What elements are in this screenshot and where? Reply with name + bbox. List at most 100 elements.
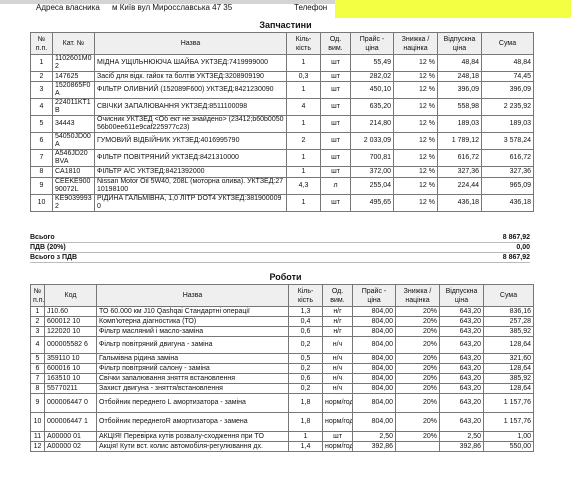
owner-address-label: Адреса власника <box>36 3 100 12</box>
works-title: Роботи <box>269 272 302 282</box>
cell-sale: 48,84 <box>437 54 482 72</box>
cell-n: 5 <box>30 115 53 133</box>
cell-price: 700,81 <box>350 149 394 167</box>
cell-n: 6 <box>30 132 53 150</box>
cell-price: 392,86 <box>352 441 396 452</box>
table-row: 3 1520865F0 A ФІЛЬТР ОЛИВНИЙ (152089F600) … <box>30 81 534 99</box>
cell-cat: KE9039993 2 <box>52 194 95 212</box>
cell-disc: 20% <box>395 412 440 432</box>
cell-sale: 643,20 <box>439 383 484 394</box>
cell-sale: 248,18 <box>437 71 482 82</box>
cell-name: Отбойник переднего L амортизатора - замі… <box>96 393 289 413</box>
parts-totals: Всього 8 867,92 ПДВ (20%) 0,00 Всього з ПД… <box>30 233 530 263</box>
cell-sale: 643,20 <box>439 363 484 374</box>
cell-qty: 1 <box>286 54 321 72</box>
table-row: 9 000006447 0 Отбойник переднего L амортиз… <box>30 393 534 413</box>
cell-disc: 12 % <box>393 132 438 150</box>
cell-name: Фільтр повітряний двигуна - заміна <box>96 336 289 354</box>
cell-price: 804,00 <box>352 373 396 384</box>
cell-cat: 600012 10 <box>44 316 97 327</box>
column-header: Сума <box>483 284 534 307</box>
cell-sum: 128,64 <box>483 336 534 354</box>
cell-name: Засіб для відк. гайок та болтів УКТЗЕД:3… <box>94 71 287 82</box>
cell-cat: 000006447 1 <box>44 412 97 432</box>
cell-name: Отбойник переднегоR амортизатора - замен… <box>96 412 289 432</box>
cell-sale: 392,86 <box>439 441 484 452</box>
total-value: 8 867,92 <box>502 234 530 241</box>
table-row: 6 54050JD00 A ГУМОВИЙ ВІДБІЙНИК УКТЗЕД:401… <box>30 132 534 150</box>
cell-name: МІДНА УЩІЛЬНЮЮЧА ШАЙБА УКТЗЕД:7419999000 <box>94 54 287 72</box>
cell-sum: 550,00 <box>483 441 534 452</box>
cell-unit: шт <box>320 115 351 133</box>
cell-n: 11 <box>30 431 45 442</box>
column-header: Кіль-кість <box>286 32 321 55</box>
column-header: Код <box>44 284 97 307</box>
cell-n: 7 <box>30 149 53 167</box>
cell-qty: 1 <box>286 166 321 178</box>
table-row: 10 KE9039993 2 РІДИНА ГАЛЬМІВНА, 1,0 ЛІТР … <box>30 194 534 212</box>
cell-qty: 0,2 <box>288 363 323 374</box>
cell-qty: 1 <box>286 81 321 99</box>
cell-cat: 1102601M0 2 <box>52 54 95 72</box>
cell-disc: 12 % <box>393 71 438 82</box>
cell-n: 3 <box>30 326 45 337</box>
cell-sum: 48,84 <box>481 54 534 72</box>
cell-n: 7 <box>30 373 45 384</box>
cell-sale: 643,20 <box>439 373 484 384</box>
cell-sum: 836,16 <box>483 306 534 317</box>
cell-unit: н/г <box>322 326 353 337</box>
cell-name: Гальмівна рідина заміна <box>96 353 289 364</box>
cell-cat: 224011KT1 B <box>52 98 95 116</box>
cell-cat: 000005582 6 <box>44 336 97 354</box>
cell-sale: 224,44 <box>437 177 482 195</box>
table-row: 5 359110 10 Гальмівна рідина заміна 0,5 н/ч 8… <box>30 353 534 364</box>
cell-n: 1 <box>30 54 53 72</box>
cell-qty: 1,3 <box>288 306 323 317</box>
cell-sum: 1 157,76 <box>483 393 534 413</box>
cell-disc: 12 % <box>393 177 438 195</box>
cell-unit: л <box>320 177 351 195</box>
cell-cat: J10.60 <box>44 306 97 317</box>
cell-sum: 385,92 <box>483 326 534 337</box>
cell-disc: 20% <box>395 393 440 413</box>
cell-price: 804,00 <box>352 353 396 364</box>
works-table: № п.п. Код Назва Кіль-кість Од. вим. Прайс - … <box>30 284 534 452</box>
cell-disc: 12 % <box>393 149 438 167</box>
cell-sum: 189,03 <box>481 115 534 133</box>
highlight-mark <box>335 0 571 18</box>
table-row: 4 224011KT1 B СВІЧКИ ЗАПАЛЮВАННЯ УКТЗЕД:85… <box>30 98 534 116</box>
column-header: № п.п. <box>30 284 45 307</box>
column-header: Прайс - ціна <box>350 32 394 55</box>
cell-n: 10 <box>30 194 53 212</box>
cell-name: Захист двигуна - зняття/встановлення <box>96 383 289 394</box>
cell-qty: 1,4 <box>288 441 323 452</box>
cell-disc: 12 % <box>393 98 438 116</box>
cell-price: 372,00 <box>350 166 394 178</box>
cell-sum: 436,18 <box>481 194 534 212</box>
table-row: 11 A00000 01 АКЦІЯ! Перевірка кутів розвал… <box>30 431 534 442</box>
cell-unit: н/ч <box>322 383 353 394</box>
cell-cat: 54050JD00 A <box>52 132 95 150</box>
cell-sale: 643,20 <box>439 393 484 413</box>
cell-sum: 965,09 <box>481 177 534 195</box>
cell-n: 9 <box>30 177 53 195</box>
column-header: Назва <box>94 32 287 55</box>
table-row: 1 J10.60 ТО 60.000 км J10 Qashqai Стандарт… <box>30 306 534 317</box>
table-row: 5 34443 Очисник УКТЗЕД <Об ект не знайдено… <box>30 115 534 133</box>
cell-cat: 359110 10 <box>44 353 97 364</box>
cell-unit: шт <box>322 431 353 442</box>
cell-disc: 12 % <box>393 115 438 133</box>
cell-qty: 1,8 <box>288 393 323 413</box>
table-row: 6 600016 10 Фільтр повітряний салону - зам… <box>30 363 534 374</box>
cell-price: 55,49 <box>350 54 394 72</box>
cell-name: Акція! Кути вст. колис автомобіля-регулю… <box>96 441 289 452</box>
cell-cat: 55770211 <box>44 383 97 394</box>
cell-disc <box>395 441 440 452</box>
cell-sum: 2 235,92 <box>481 98 534 116</box>
cell-qty: 0,6 <box>288 373 323 384</box>
cell-cat: 147625 <box>52 71 95 82</box>
cell-unit: шт <box>320 132 351 150</box>
cell-n: 3 <box>30 81 53 99</box>
column-header: Од. вим. <box>322 284 353 307</box>
table-row: 12 A00000 02 Акція! Кути вст. колис автомо… <box>30 441 534 452</box>
